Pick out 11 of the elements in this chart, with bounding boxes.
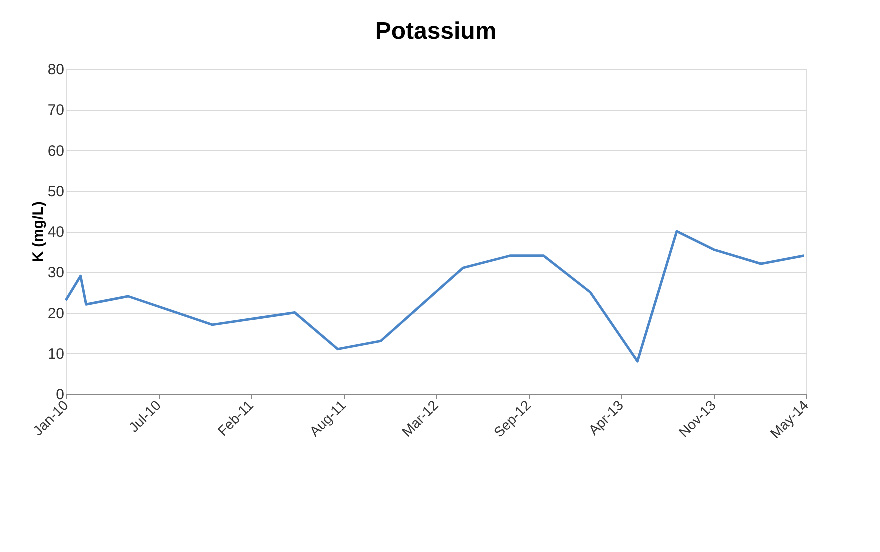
y-tick-label: 80 bbox=[48, 62, 64, 78]
y-tick-label: 30 bbox=[48, 264, 64, 282]
y-tick-label: 40 bbox=[48, 224, 64, 241]
y-axis-title: K (mg/L) bbox=[30, 202, 47, 262]
chart-title: Potassium bbox=[375, 18, 497, 45]
line-series bbox=[64, 230, 806, 363]
y-tick-label: 60 bbox=[48, 142, 64, 160]
y-tick-label: 10 bbox=[48, 346, 64, 363]
y-tick-label: 20 bbox=[48, 305, 64, 322]
y-tick-label: 70 bbox=[48, 102, 64, 120]
y-tick-label: 50 bbox=[48, 183, 64, 200]
